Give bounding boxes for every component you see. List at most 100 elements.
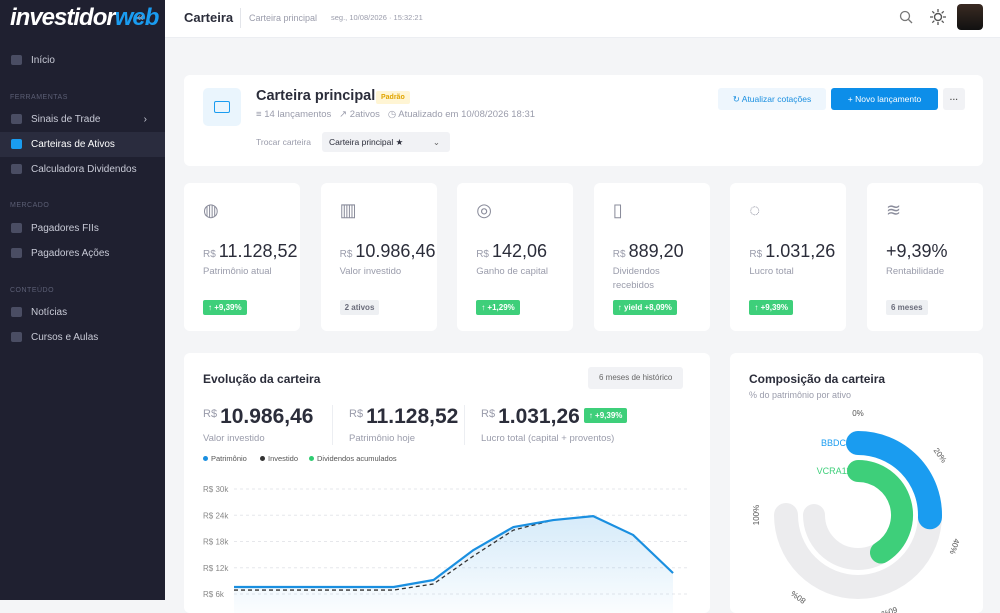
- angle-tick-label: 80%: [789, 589, 807, 606]
- entries: 14 lançamentos: [264, 109, 332, 120]
- series-line: [234, 515, 674, 589]
- menu-label: Calculadora Dividendos: [31, 164, 137, 175]
- stat-icon: ◌: [749, 200, 761, 220]
- portfolio-name: Carteira principal: [256, 88, 376, 104]
- logo[interactable]: investidorweb: [10, 4, 160, 32]
- stat-card: ▥ R$ 10.986,46 Valor investido 2 ativos: [320, 183, 437, 331]
- theme-icon[interactable]: [930, 9, 946, 25]
- stat-value: 1.031,26: [765, 241, 836, 261]
- avatar[interactable]: [957, 4, 983, 30]
- more-button[interactable]: ···: [943, 88, 965, 110]
- switch-label: Trocar carteira: [256, 137, 311, 147]
- stat-icon: ◎: [476, 200, 492, 220]
- refresh-button[interactable]: ↻ Atualizar cotações: [718, 88, 826, 110]
- badge-text: 6 meses: [891, 303, 923, 312]
- button-label: Atualizar cotações: [741, 94, 812, 104]
- legend-label: Investido: [268, 454, 299, 463]
- logo-text: web: [114, 4, 160, 31]
- stat-value: +9,39%: [886, 241, 948, 261]
- angle-tick-label: 60%: [880, 605, 898, 613]
- stat-icon: ≋: [886, 200, 902, 220]
- plot: [234, 515, 674, 613]
- summary-badge: ↑ +9,39%: [583, 408, 628, 423]
- y-tick-label: R$ 24k: [203, 511, 229, 520]
- menu-label: Sinais de Trade: [31, 114, 101, 125]
- angle-tick-label: 100%: [752, 505, 761, 525]
- menu-item[interactable]: Início: [0, 48, 165, 73]
- summary-value: 11.128,52: [366, 405, 459, 428]
- badge-text: yield +8,09%: [624, 303, 672, 312]
- stat-icon: ◍: [203, 200, 219, 220]
- summary-label: Patrimônio hoje: [349, 433, 416, 444]
- stat-value: 889,20: [628, 241, 684, 261]
- evolution-card: Evolução da carteira 6 meses de históric…: [184, 353, 710, 613]
- menu-item[interactable]: Notícias: [0, 300, 165, 325]
- stat-card: ◌ R$ 1.031,26 Lucro total ↑ +9,39%: [730, 183, 847, 331]
- currency: R$: [349, 408, 364, 420]
- topbar: Carteira Carteira principal seg., 10/08/…: [165, 0, 1000, 38]
- currency: R$: [749, 249, 763, 260]
- history-chip: 6 meses de histórico: [588, 367, 684, 389]
- menu-item[interactable]: Sinais de Trade ›: [0, 107, 165, 132]
- stat-card: ≋ +9,39% Rentabilidade 6 meses: [867, 183, 983, 331]
- logo-text: investidor: [10, 4, 116, 31]
- sidebar: investidorweb « Início FERRAMENTAS Sinai…: [0, 0, 165, 600]
- stat-card: ▯ R$ 889,20 Dividendos recebidos ↑ yield +8,…: [593, 183, 710, 331]
- section-title: MERCADO: [10, 202, 50, 209]
- section-title: FERRAMENTAS: [10, 94, 68, 101]
- legend-item: Dividendos acumulados: [309, 454, 397, 463]
- portfolio-card: Carteira principal Padrão ≡ 14 lançament…: [184, 75, 983, 166]
- currency: R$: [339, 249, 353, 260]
- legend-dot: [309, 456, 314, 461]
- stat-label: Lucro total: [749, 266, 794, 277]
- series-line: [234, 515, 674, 591]
- series-label: VCRA11: [817, 466, 851, 476]
- legend-label: Patrimônio: [211, 454, 247, 463]
- menu-label: Cursos e Aulas: [31, 332, 99, 343]
- menu-item[interactable]: Pagadores FIIs: [0, 216, 165, 241]
- default-badge: Padrão: [376, 91, 410, 104]
- angle-tick-label: 40%: [948, 537, 962, 555]
- stat-icon: ▯: [612, 200, 623, 220]
- menu-item[interactable]: Cursos e Aulas: [0, 325, 165, 350]
- new-button[interactable]: + Novo lançamento: [831, 88, 938, 110]
- stat-badge: 6 meses: [886, 300, 928, 315]
- stat-value-row: R$ 1.031,26: [749, 241, 835, 262]
- breadcrumb: Carteira principal: [249, 13, 318, 23]
- menu-label: Pagadores Ações: [31, 248, 110, 259]
- divider: [240, 8, 241, 28]
- stat-value-row: R$ 142,06: [476, 241, 547, 262]
- summary-value: 10.986,46: [220, 405, 314, 428]
- menu-item[interactable]: Calculadora Dividendos: [0, 157, 165, 182]
- portfolio-select[interactable]: Carteira principal ★ ⌄: [322, 132, 450, 152]
- area: [234, 516, 673, 613]
- menu-item[interactable]: Pagadores Ações: [0, 241, 165, 266]
- stat-label: Patrimônio atual: [203, 266, 272, 277]
- legend-dot: [260, 456, 265, 461]
- summary-value-row: R$ 10.986,46: [203, 405, 314, 429]
- assets: 2ativos: [349, 109, 380, 120]
- stat-card: ◍ R$ 11.128,52 Patrimônio atual ↑ +9,39%: [184, 183, 300, 331]
- summary-value: 1.031,26: [498, 405, 580, 428]
- stat-label: Dividendos recebidos: [612, 266, 660, 291]
- badge-text: +9,39%: [595, 411, 623, 420]
- currency: R$: [612, 249, 626, 260]
- menu-item[interactable]: Carteiras de Ativos: [0, 132, 165, 157]
- y-tick-label: R$ 30k: [203, 485, 229, 494]
- composition-card: Composição da carteira % do patrimônio p…: [730, 353, 983, 613]
- stat-value: 11.128,52: [218, 241, 298, 261]
- stat-badge: ↑ +1,29%: [476, 300, 520, 315]
- search-icon[interactable]: [899, 10, 913, 24]
- stat-label: Ganho de capital: [476, 266, 549, 277]
- stat-label: Valor investido: [339, 266, 402, 277]
- stat-icon: ▥: [339, 200, 357, 220]
- card-title: Composição da carteira: [749, 372, 886, 386]
- stat-value-row: R$ 11.128,52: [203, 241, 298, 262]
- collapse-icon[interactable]: «: [137, 10, 144, 24]
- currency: R$: [481, 408, 496, 420]
- stat-value-row: +9,39%: [886, 241, 948, 262]
- menu-label: Notícias: [31, 307, 68, 318]
- page-title: Carteira: [184, 10, 234, 25]
- summary-label: Valor investido: [203, 433, 265, 444]
- menu-label: Carteiras de Ativos: [31, 139, 115, 150]
